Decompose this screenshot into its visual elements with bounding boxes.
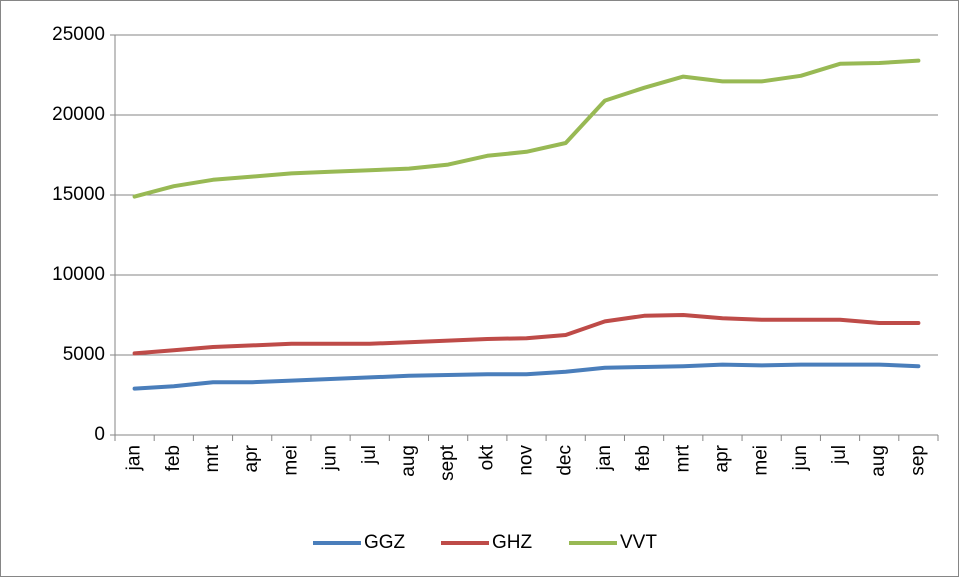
legend-label: VVT bbox=[620, 532, 657, 553]
legend-label: GGZ bbox=[364, 532, 406, 553]
x-tick-label: mrt bbox=[672, 444, 693, 472]
y-tick-label: 10000 bbox=[52, 264, 105, 285]
series-line bbox=[132, 362, 921, 391]
x-tick-label: jan bbox=[594, 445, 615, 471]
x-tick-label: nov bbox=[516, 445, 537, 476]
x-tick-label: aug bbox=[868, 445, 889, 477]
series-line bbox=[132, 58, 921, 199]
y-tick-label: 15000 bbox=[52, 184, 105, 205]
x-tick-label: okt bbox=[476, 444, 497, 470]
x-tick-label: mei bbox=[280, 445, 301, 476]
x-tick-label: mrt bbox=[202, 444, 223, 472]
x-tick-label: dec bbox=[555, 445, 576, 476]
x-tick-label: jul bbox=[829, 445, 850, 465]
x-tick-label: jun bbox=[790, 445, 811, 471]
x-tick-label: jan bbox=[124, 445, 145, 471]
y-tick-label: 25000 bbox=[52, 24, 105, 45]
x-tick-label: sept bbox=[437, 444, 458, 481]
x-tick-label: apr bbox=[711, 444, 732, 472]
x-tick-label: sep bbox=[907, 445, 928, 476]
y-tick-label: 5000 bbox=[63, 344, 105, 365]
x-tick-label: feb bbox=[163, 445, 184, 471]
x-tick-label: feb bbox=[633, 445, 654, 471]
x-tick-label: aug bbox=[398, 445, 419, 477]
y-tick-label: 0 bbox=[94, 424, 105, 445]
series-line bbox=[132, 313, 921, 356]
x-tick-label: jul bbox=[359, 445, 380, 465]
legend-label: GHZ bbox=[492, 532, 533, 553]
y-tick-label: 20000 bbox=[52, 104, 105, 125]
x-tick-label: jun bbox=[320, 445, 341, 471]
x-tick-label: apr bbox=[241, 444, 262, 472]
x-tick-label: mei bbox=[751, 445, 772, 476]
